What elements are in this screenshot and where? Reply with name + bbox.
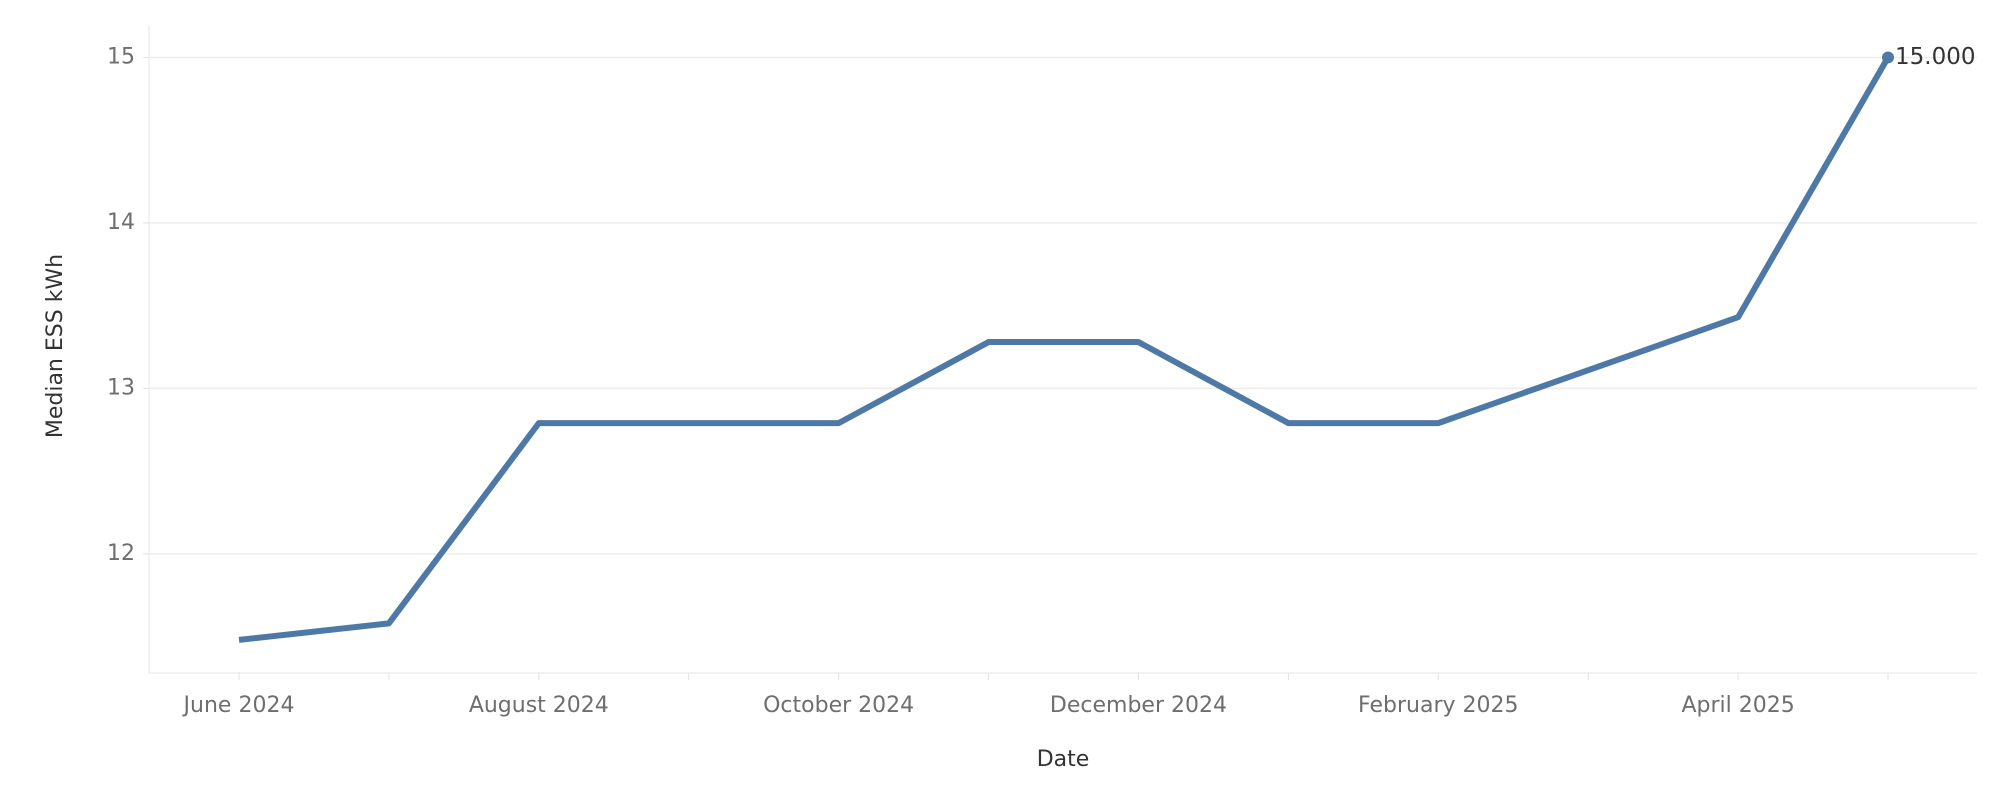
data-label: 15.000 xyxy=(1895,44,1975,70)
series-line xyxy=(238,55,1891,643)
y-tick-label: 15 xyxy=(107,44,135,69)
x-tick-label: August 2024 xyxy=(469,693,609,718)
x-tick-label: June 2024 xyxy=(182,693,295,718)
x-tick-label: October 2024 xyxy=(763,693,914,718)
y-tick-label: 14 xyxy=(107,210,135,235)
x-axis-title: Date xyxy=(1037,747,1090,772)
y-tick-label: 12 xyxy=(107,541,135,566)
x-tick-label: December 2024 xyxy=(1050,693,1227,718)
x-tick-label: April 2025 xyxy=(1681,693,1794,718)
y-tick-label: 13 xyxy=(107,375,135,400)
x-tick-label: February 2025 xyxy=(1358,693,1518,718)
y-axis-title: Median ESS kWh xyxy=(43,254,68,438)
point-marker xyxy=(1882,51,1894,64)
